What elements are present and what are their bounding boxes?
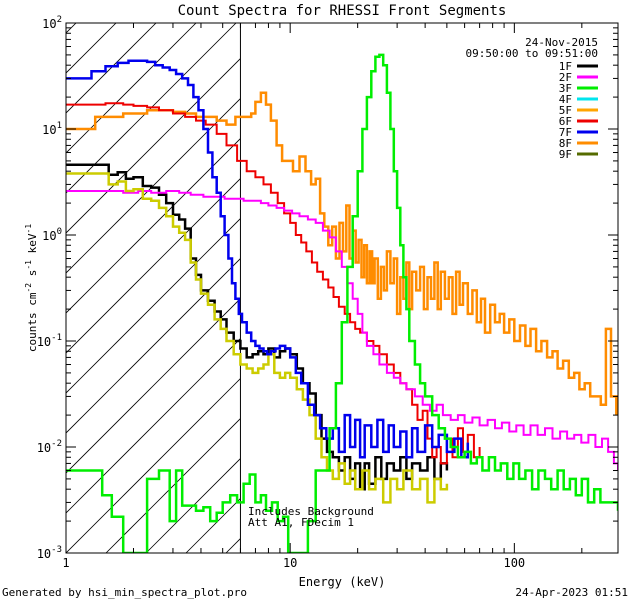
- y-tick-exponent: -1: [51, 333, 62, 343]
- observation-date: 24-Nov-2015: [525, 36, 598, 49]
- series-line-8F: [66, 91, 618, 416]
- tick-layer: [65, 23, 618, 554]
- x-tick-label: 10: [283, 556, 297, 570]
- legend-label-4F: 4F: [559, 93, 572, 106]
- plot-frame: [65, 22, 619, 554]
- hatch-line: [66, 298, 241, 474]
- hatch-line: [66, 98, 241, 274]
- y-tick-base: 10: [37, 547, 51, 561]
- series-layer: [66, 53, 618, 553]
- y-tick-base: 10: [37, 441, 51, 455]
- series-line-7F: [66, 59, 470, 459]
- legend-label-8F: 8F: [559, 137, 572, 150]
- series-line-3F: [66, 53, 618, 553]
- y-tick-exponent: -3: [51, 545, 62, 555]
- y-tick-label: 100: [42, 227, 62, 243]
- y-axis-label-main: counts cm: [26, 292, 39, 352]
- chart-title: Count Spectra for RHESSI Front Segments: [178, 3, 507, 19]
- legend-label-5F: 5F: [559, 104, 572, 117]
- x-axis-label: Energy (keV): [299, 575, 386, 589]
- attenuator-note: Att A1, FDecim 1: [248, 516, 354, 529]
- hatch-line: [66, 378, 241, 553]
- y-axis-label-exp3: -1: [24, 224, 33, 234]
- hatch-line: [66, 138, 241, 314]
- y-axis-label-s: s: [26, 270, 39, 283]
- series-line-2F: [66, 190, 618, 471]
- y-axis-label-exp2: -1: [24, 260, 33, 270]
- generated-by-footer: Generated by hsi_min_spectra_plot.pro: [2, 586, 247, 599]
- y-tick-base: 10: [37, 335, 51, 349]
- legend-label-9F: 9F: [559, 148, 572, 161]
- x-tick-labels: 10 100: [283, 556, 525, 570]
- y-axis-label-kev: keV: [26, 233, 39, 260]
- hatch-line: [66, 23, 237, 194]
- hatch-line: [66, 23, 197, 154]
- hatch-line: [66, 23, 157, 114]
- y-tick-base: 10: [42, 123, 56, 137]
- hatch-line: [66, 178, 241, 354]
- y-tick-label: 10-3: [37, 545, 62, 561]
- y-tick-exponent: 0: [57, 227, 62, 237]
- legend-label-7F: 7F: [559, 126, 572, 139]
- y-tick-exponent: 1: [57, 121, 62, 131]
- y-tick-exponent: 2: [57, 15, 62, 25]
- y-tick-base: 10: [42, 17, 56, 31]
- generated-at-footer: 24-Apr-2023 01:51: [515, 586, 628, 599]
- y-tick-label: 10-2: [37, 439, 62, 455]
- hatch-line: [66, 218, 241, 394]
- y-tick-label: 101: [42, 121, 62, 137]
- y-tick-exponent: -2: [51, 439, 62, 449]
- hatch-line: [105, 418, 241, 553]
- legend-label-2F: 2F: [559, 71, 572, 84]
- y-tick-label: 102: [42, 15, 62, 31]
- observation-time-range: 09:50:00 to 09:51:00: [466, 47, 598, 60]
- legend-label-3F: 3F: [559, 82, 572, 95]
- attenuator-hatch-region: [66, 23, 241, 553]
- series-line-1F: [66, 163, 449, 491]
- y-tick-label: 10-1: [37, 333, 62, 349]
- series-line-5F: [66, 172, 449, 504]
- y-tick-base: 10: [42, 229, 56, 243]
- hatch-line: [66, 338, 241, 514]
- background-note: Includes Background: [248, 505, 374, 518]
- y-axis-label-exp1: -2: [24, 283, 33, 293]
- x-tick-label-1: 1: [62, 556, 69, 570]
- y-axis-label: counts cm-2 s-1 keV-1: [24, 224, 39, 352]
- legend-label-6F: 6F: [559, 115, 572, 128]
- hatch-line: [66, 23, 117, 74]
- x-tick-label: 100: [503, 556, 525, 570]
- legend-label-1F: 1F: [559, 60, 572, 73]
- series-line-6F: [66, 102, 481, 465]
